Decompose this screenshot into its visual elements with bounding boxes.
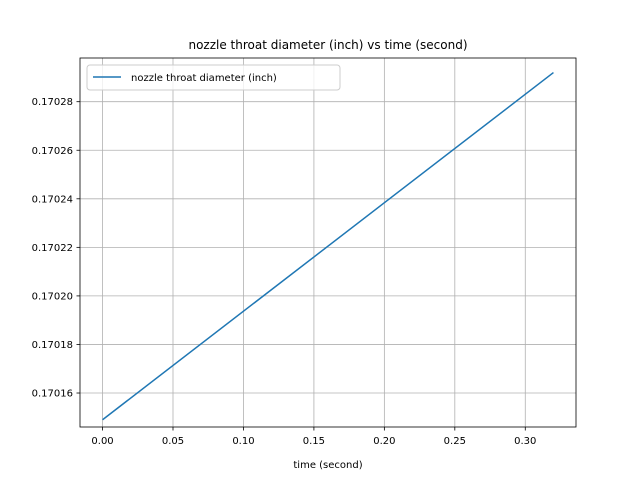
y-tick-label: 0.17020 — [32, 291, 73, 302]
y-tick-label: 0.17022 — [32, 243, 73, 254]
x-tick-label: 0.10 — [232, 436, 254, 447]
y-tick-label: 0.17024 — [32, 194, 73, 205]
x-tick-label: 0.20 — [373, 436, 395, 447]
x-axis-title: time (second) — [293, 460, 362, 471]
y-tick-label: 0.17018 — [32, 340, 73, 351]
x-tick-label: 0.25 — [444, 436, 466, 447]
x-tick-label: 0.05 — [162, 436, 184, 447]
legend-box — [86, 64, 341, 91]
x-axis-ticks: 0.00 0.05 0.10 0.15 0.20 0.25 0.30 — [91, 427, 536, 447]
grid — [80, 58, 576, 427]
y-tick-label: 0.17016 — [32, 389, 73, 400]
series-lines — [102, 71, 554, 421]
series-line — [102, 71, 554, 421]
y-tick-label: 0.17026 — [32, 146, 73, 157]
chart-title: nozzle throat diameter (inch) vs time (s… — [188, 38, 467, 52]
x-tick-label: 0.00 — [91, 436, 113, 447]
plot-area-frame — [79, 57, 577, 428]
y-axis-ticks: 0.17016 0.17018 0.17020 0.17022 0.17024 0.170… — [32, 97, 80, 400]
legend-label: nozzle throat diameter (inch) — [131, 73, 277, 84]
y-tick-label: 0.17028 — [32, 97, 73, 108]
x-tick-label: 0.15 — [303, 436, 325, 447]
x-tick-label: 0.30 — [514, 436, 536, 447]
legend: nozzle throat diameter (inch) — [86, 64, 341, 91]
